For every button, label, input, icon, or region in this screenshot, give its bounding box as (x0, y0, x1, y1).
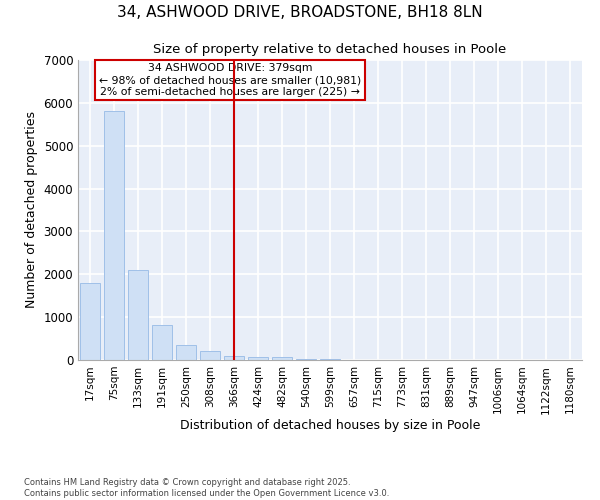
Bar (200, 351, 220, 360)
Title: Size of property relative to detached houses in Poole: Size of property relative to detached ho… (154, 43, 506, 56)
Bar (104, 112, 124, 360)
Bar (296, 358, 316, 360)
Bar (272, 358, 292, 360)
Bar (128, 270, 148, 360)
Bar (248, 356, 268, 360)
Bar (320, 359, 340, 360)
Text: Contains HM Land Registry data © Crown copyright and database right 2025.
Contai: Contains HM Land Registry data © Crown c… (24, 478, 389, 498)
Bar (176, 344, 196, 360)
Bar (152, 325, 172, 360)
Bar (80, 283, 100, 360)
Text: 34 ASHWOOD DRIVE: 379sqm
← 98% of detached houses are smaller (10,981)
2% of sem: 34 ASHWOOD DRIVE: 379sqm ← 98% of detach… (99, 64, 362, 96)
Text: 34, ASHWOOD DRIVE, BROADSTONE, BH18 8LN: 34, ASHWOOD DRIVE, BROADSTONE, BH18 8LN (117, 5, 483, 20)
X-axis label: Distribution of detached houses by size in Poole: Distribution of detached houses by size … (180, 419, 480, 432)
Bar (224, 356, 244, 360)
Y-axis label: Number of detached properties: Number of detached properties (25, 112, 38, 308)
